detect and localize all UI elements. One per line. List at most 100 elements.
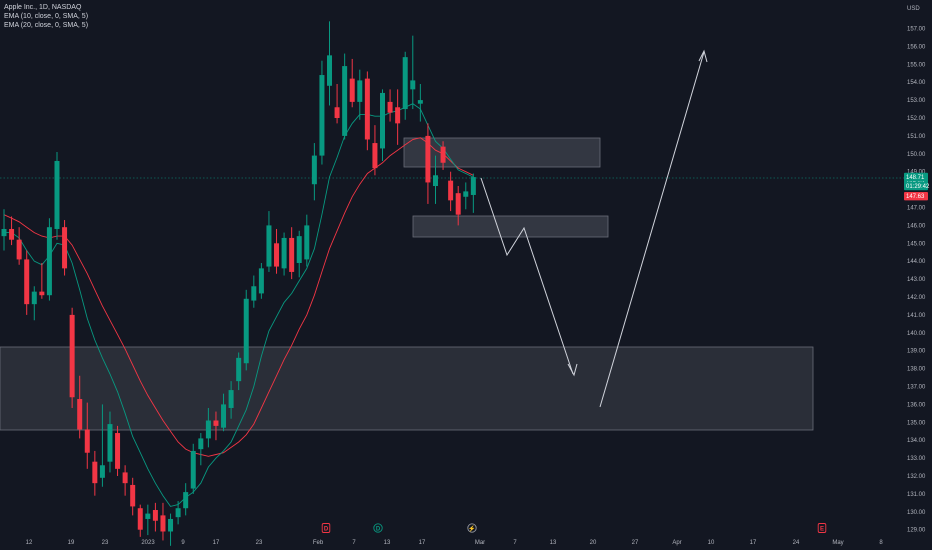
candle-body (357, 80, 363, 102)
candle[interactable] (455, 186, 461, 226)
event-marker[interactable]: E (817, 523, 827, 533)
candle-body (221, 404, 227, 428)
candle-body (448, 180, 454, 201)
candle[interactable] (432, 155, 438, 204)
resistance-zone-upper[interactable] (403, 137, 601, 168)
candle[interactable] (296, 230, 302, 278)
candle[interactable] (205, 407, 211, 448)
candle[interactable] (115, 425, 121, 476)
candle[interactable] (1, 209, 7, 251)
event-letter: ⚡ (468, 525, 475, 533)
projection-path-up[interactable] (599, 51, 705, 408)
ema-10-legend[interactable]: EMA (10, close, 0, SMA, 5) (4, 13, 89, 20)
candle[interactable] (440, 141, 446, 170)
candle[interactable] (31, 286, 37, 321)
candle[interactable] (183, 483, 189, 516)
candle-body (77, 399, 83, 430)
time-axis[interactable]: 12 19 23 2023 9 17 23 Feb 7 13 17 Mar 7 13 20 27 Apr 10 17… (26, 540, 884, 546)
candle-body (69, 314, 75, 398)
candle[interactable] (107, 411, 113, 473)
candle[interactable] (168, 513, 174, 546)
symbol-title[interactable]: Apple Inc., 1D, NASDAQ (4, 4, 82, 11)
candle[interactable] (274, 228, 280, 274)
candle[interactable] (9, 216, 15, 246)
price-axis-label: 145.00 (907, 241, 926, 247)
candle[interactable] (334, 83, 340, 124)
event-marker[interactable]: D (321, 523, 331, 533)
candle[interactable] (470, 173, 476, 213)
support-zone-small[interactable] (412, 215, 609, 238)
candle[interactable] (463, 182, 469, 210)
candle[interactable] (357, 69, 363, 120)
candle[interactable] (281, 232, 287, 276)
candle[interactable] (175, 501, 181, 525)
event-marker[interactable]: ⚡ (467, 523, 477, 533)
candle[interactable] (198, 433, 204, 466)
candle[interactable] (387, 89, 393, 122)
candle[interactable] (417, 83, 423, 122)
price-tag-bg (904, 192, 928, 201)
candle[interactable] (236, 352, 242, 391)
candle[interactable] (190, 443, 196, 494)
candle[interactable] (69, 307, 75, 408)
candle[interactable] (77, 375, 83, 439)
candle[interactable] (402, 51, 408, 120)
candle[interactable] (395, 89, 401, 145)
candle[interactable] (243, 289, 249, 371)
candle-body (243, 298, 249, 364)
event-markers[interactable]: D D ⚡ E (321, 523, 827, 533)
candle-body (289, 237, 295, 272)
candle[interactable] (92, 450, 98, 496)
time-axis-label: 27 (632, 540, 639, 546)
event-letter: D (376, 527, 381, 533)
price-axis[interactable]: USD 157.00 156.00 155.00 154.00 153.00 152.00… (907, 6, 926, 534)
candle[interactable] (46, 218, 52, 301)
projection-path-down[interactable] (480, 177, 574, 375)
candle[interactable] (410, 35, 416, 110)
candle[interactable] (425, 123, 431, 204)
candle[interactable] (221, 393, 227, 432)
ema-20-legend[interactable]: EMA (20, close, 0, SMA, 5) (4, 22, 89, 29)
candle-body (251, 286, 257, 301)
candle[interactable] (304, 214, 310, 267)
event-marker[interactable]: D (373, 523, 383, 533)
price-axis-label: 140.00 (907, 331, 926, 337)
candle[interactable] (130, 477, 136, 516)
candle[interactable] (327, 21, 333, 106)
candle[interactable] (319, 60, 325, 165)
candle[interactable] (364, 71, 370, 151)
candle-body (380, 92, 385, 149)
candle-body (183, 492, 189, 509)
candle[interactable] (84, 402, 90, 469)
candle[interactable] (448, 171, 454, 212)
candle[interactable] (122, 465, 128, 496)
candle[interactable] (311, 143, 317, 201)
candle[interactable] (62, 220, 68, 276)
candle[interactable] (137, 504, 143, 537)
projection-arrowhead-down (567, 363, 578, 377)
demand-zone-large[interactable] (0, 346, 814, 431)
candle[interactable] (213, 411, 219, 441)
candle[interactable] (16, 227, 22, 265)
candle[interactable] (160, 502, 166, 541)
candle[interactable] (342, 53, 348, 140)
time-axis-label: 10 (708, 540, 715, 546)
candle[interactable] (152, 502, 158, 532)
candle[interactable] (266, 211, 272, 272)
candle[interactable] (372, 125, 378, 176)
candle-body (425, 135, 431, 183)
candle[interactable] (289, 227, 295, 280)
candles[interactable] (1, 21, 476, 546)
candle[interactable] (251, 275, 257, 308)
candle[interactable] (99, 404, 105, 487)
candle[interactable] (145, 504, 151, 536)
candle[interactable] (349, 58, 355, 108)
candle[interactable] (24, 250, 30, 315)
candle[interactable] (258, 262, 264, 299)
candle[interactable] (228, 381, 234, 419)
candle[interactable] (54, 152, 60, 240)
candle-body (311, 155, 317, 185)
candle[interactable] (380, 89, 385, 161)
candle[interactable] (39, 262, 45, 299)
